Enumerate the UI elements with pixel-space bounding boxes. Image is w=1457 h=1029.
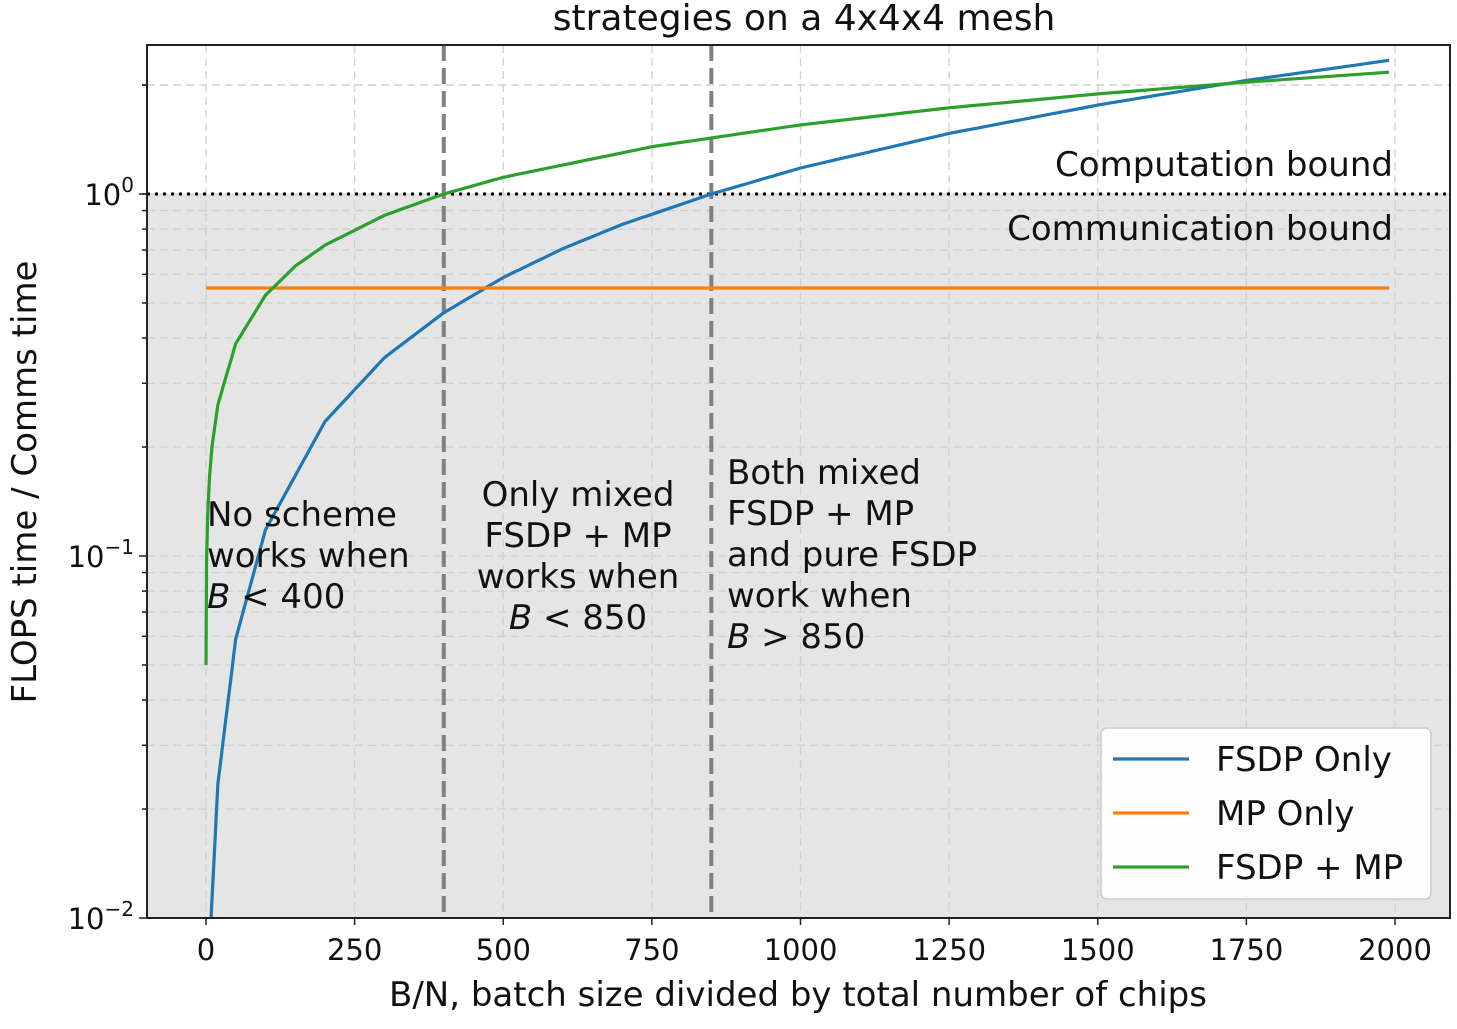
annotation-region2-line: works when <box>477 557 680 597</box>
series-lines <box>204 58 1390 919</box>
plot-frame <box>146 44 1451 919</box>
legend-label: FSDP + MP <box>1216 848 1403 888</box>
annotation-communication-bound: Communication bound <box>1007 209 1393 249</box>
x-tick-label: 250 <box>327 933 382 967</box>
legend-label: MP Only <box>1216 794 1355 834</box>
annotation-region3-line: and pure FSDP <box>727 535 977 575</box>
annotation-region3-line: work when <box>727 576 912 616</box>
legend-box <box>1100 727 1432 900</box>
y-tick-label: 10−1 <box>68 535 134 574</box>
annotation-region3-line: Both mixed <box>727 453 921 493</box>
x-tick-label: 1750 <box>1209 933 1283 967</box>
annotation-region1-line: No scheme <box>207 495 397 535</box>
x-tick-label: 1000 <box>764 933 838 967</box>
legend-label: FSDP Only <box>1216 740 1392 780</box>
annotation-computation-bound: Computation bound <box>1055 145 1393 185</box>
y-tick-label: 100 <box>84 173 134 212</box>
y-axis-label: FLOPS time / Comms time <box>5 261 45 704</box>
chart-title: strategies on a 4x4x4 mesh <box>553 0 1056 39</box>
x-axis-label: B/N, batch size divided by total number … <box>389 975 1207 1015</box>
x-tick-label: 1500 <box>1061 933 1135 967</box>
x-tick-label: 0 <box>197 933 215 967</box>
annotation-region2-line: B < 850 <box>509 598 647 638</box>
y-tick-label: 10−2 <box>68 897 134 936</box>
annotation-region3-line: FSDP + MP <box>727 494 914 534</box>
x-tick-label: 500 <box>476 933 531 967</box>
axis-ticks: 0 250 500 750 1000 1250 1500 1750 2000 100 10−1 10−… <box>68 84 1432 967</box>
x-tick-label: 750 <box>624 933 679 967</box>
annotation-region2-line: Only mixed <box>482 475 675 515</box>
x-tick-label: 2000 <box>1358 933 1432 967</box>
annotation-region3-line: B > 850 <box>727 617 865 657</box>
x-tick-label: 1250 <box>912 933 986 967</box>
series-line-fsdp-only <box>209 58 1390 919</box>
annotation-region2-line: FSDP + MP <box>484 516 671 556</box>
annotation-region1-line: B < 400 <box>207 577 345 617</box>
reference-lines <box>147 45 1450 918</box>
annotation-region1-line: works when <box>207 536 410 576</box>
series-line-fsdp-mp <box>204 70 1390 666</box>
legend: FSDP Only MP Only FSDP + MP <box>1100 727 1432 900</box>
